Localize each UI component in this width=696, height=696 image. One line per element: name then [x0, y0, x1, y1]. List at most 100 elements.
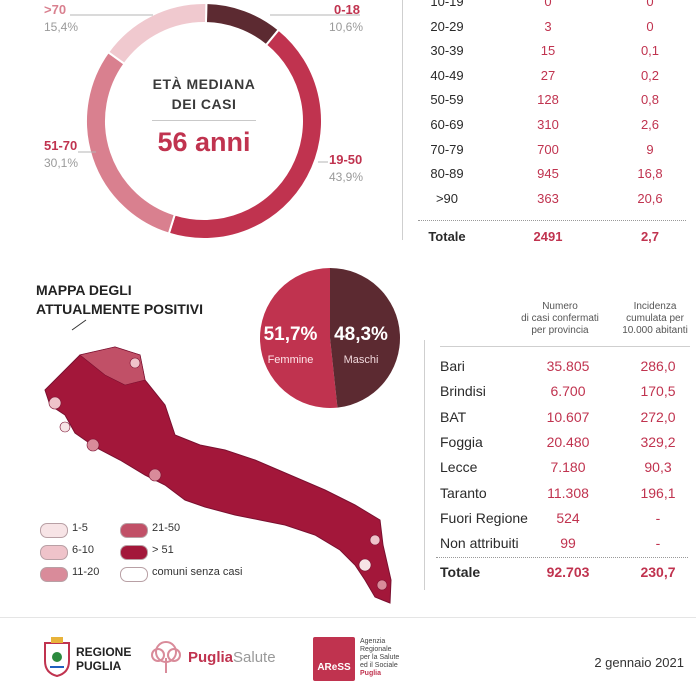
age-table-row: 40-49 27 0,2: [418, 64, 680, 88]
legend-label: 11-20: [72, 566, 100, 578]
province-incidence: -: [655, 535, 661, 552]
province-name: BAT: [440, 408, 467, 425]
age-table-row: 10-19 0 0: [418, 0, 680, 14]
col-header-incidence: Incidenza cumulata per 10.000 abitanti: [612, 301, 696, 337]
age-table-divider: [402, 0, 403, 240]
province-name: Brindisi: [440, 383, 486, 400]
legend-swatch: [120, 545, 148, 560]
col-header-inc-3: 10.000 abitanti: [622, 325, 688, 336]
legend-label: 6-10: [72, 544, 95, 556]
aress-logo-text: AReSS: [317, 662, 351, 673]
age-band: 70-79: [430, 141, 464, 157]
slice-label-gt70: >70: [44, 2, 67, 17]
legend-swatch: [40, 523, 68, 538]
donut-slice-0-18: [204, 2, 281, 47]
age-rate: 0,2: [640, 67, 660, 83]
age-band: 30-39: [430, 43, 464, 59]
slice-label-19-50: 19-50: [329, 152, 363, 167]
province-name: Non attribuiti: [440, 535, 519, 552]
province-table-row: Non attribuiti 99 -: [440, 531, 690, 555]
age-band: 10-19: [430, 0, 464, 9]
regione-label-1: REGIONE: [76, 645, 132, 659]
femmine-pct: 51,7%: [263, 324, 318, 345]
puglia-salute-logo-text: PugliaSalute: [188, 649, 276, 666]
age-band: 20-29: [430, 18, 464, 34]
map-area-low-1: [48, 396, 62, 410]
col-header-inc-2: cumulata per: [626, 313, 684, 324]
province-table-row: Lecce 7.180 90,3: [440, 455, 690, 479]
age-rate: 0,8: [640, 92, 660, 108]
map-area-low-7: [358, 558, 372, 572]
province-incidence: 329,2: [640, 433, 676, 450]
province-cases: 11.308: [547, 484, 589, 501]
footer-rule: [0, 617, 696, 618]
age-band: 40-49: [430, 67, 464, 83]
age-rate: 16,8: [637, 166, 663, 182]
slice-pct-51-70: 30,1%: [44, 156, 79, 170]
age-deaths: 27: [540, 67, 556, 83]
legend-swatch: [40, 567, 68, 582]
col-header-inc-1: Incidenza: [633, 301, 677, 312]
province-cases: 20.480: [546, 433, 590, 450]
age-rate: 9: [646, 141, 654, 157]
aress-logo-icon: [313, 637, 355, 681]
col-header-cases-1: Numero: [542, 301, 578, 312]
legend-swatch: [40, 545, 68, 560]
age-table-row: >90 363 20,6: [418, 187, 680, 211]
map-title-line1: MAPPA DEGLI: [36, 282, 132, 298]
prov-table-divider: [424, 340, 425, 590]
map-area-low-4: [148, 468, 162, 482]
province-name: Lecce: [440, 459, 478, 476]
slice-label-0-18: 0-18: [334, 2, 361, 17]
gender-pie-chart: [259, 268, 400, 408]
map-area-low-3: [86, 438, 100, 452]
puglia-salute-tree-icon: [151, 641, 181, 673]
age-deaths: 0: [544, 0, 552, 9]
puglia-region-shape: [44, 346, 392, 604]
age-band: >90: [435, 190, 459, 206]
total-incidence: 230,7: [640, 564, 676, 580]
province-table-row: Foggia 20.480 329,2: [440, 430, 690, 454]
legend-swatch: [120, 523, 148, 538]
map-area-low-2: [59, 421, 71, 433]
donut-center-title-line2: DEI CASI: [171, 96, 237, 112]
province-total-rule: [436, 557, 688, 558]
total-label: Totale: [428, 229, 466, 244]
age-rate: 0,1: [640, 43, 660, 59]
donut-center-divider: [152, 120, 256, 121]
legend-label: 1-5: [72, 522, 88, 534]
province-cases: 10.607: [546, 408, 590, 425]
slice-label-51-70: 51-70: [44, 138, 78, 153]
total-rate: 2,7: [640, 229, 660, 244]
age-table-total-row: Totale 2491 2,7: [418, 225, 680, 249]
total-deaths: 2491: [533, 229, 563, 244]
slice-pct-gt70: 15,4%: [44, 20, 79, 34]
map-area-low-8: [376, 579, 388, 591]
province-incidence: 170,5: [640, 383, 676, 400]
puglia-salute-logo-b: Salute: [233, 649, 276, 666]
donut-slice-gt70: [106, 2, 208, 66]
total-label: Totale: [440, 564, 481, 580]
aress-line-1: Agenzia: [360, 638, 386, 645]
province-table-row: BAT 10.607 272,0: [440, 405, 690, 429]
age-deaths: 945: [537, 166, 559, 182]
col-header-cases: Numero di casi confermati per provincia: [512, 301, 608, 337]
age-band: 80-89: [430, 166, 464, 182]
province-incidence: 90,3: [644, 459, 672, 476]
age-table-row: 60-69 310 2,6: [418, 113, 680, 137]
total-cases: 92.703: [546, 564, 590, 580]
prov-header-rule: [440, 346, 690, 347]
province-incidence: 196,1: [640, 484, 676, 501]
province-cases: 7.180: [550, 459, 586, 476]
province-incidence: 286,0: [640, 358, 676, 374]
map-pointer-line: [71, 319, 87, 331]
province-table-row: Taranto 11.308 196,1: [440, 481, 690, 505]
median-age-value: 56 anni: [157, 127, 251, 157]
age-band: 50-59: [430, 92, 464, 108]
province-table-row: Fuori Regione 524 -: [440, 506, 690, 530]
age-rate: 20,6: [637, 190, 663, 206]
maschi-label: Maschi: [343, 354, 379, 366]
province-name: Fuori Regione: [440, 509, 528, 526]
age-rate: 0: [646, 0, 654, 9]
col-header-cases-3: per provincia: [531, 325, 589, 336]
